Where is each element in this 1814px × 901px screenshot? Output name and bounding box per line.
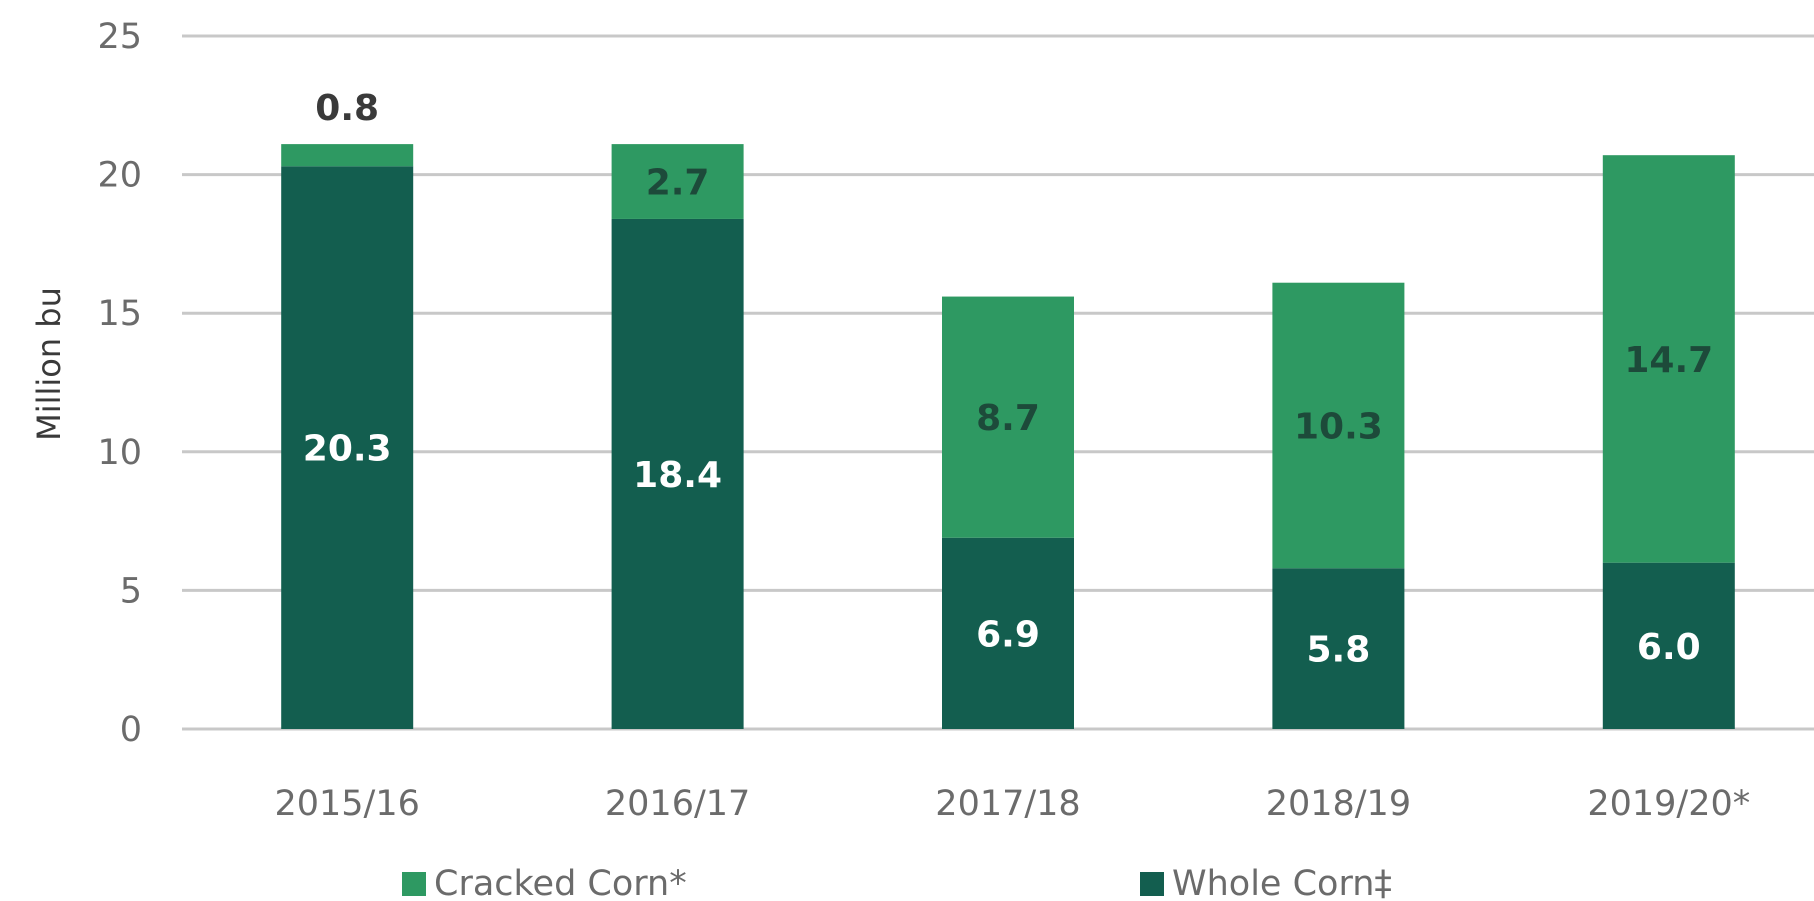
x-tick-label: 2019/20*: [1587, 784, 1750, 824]
x-axis-ticks: 2015/16 2016/17 2017/18 2018/19 2019/20*: [274, 784, 1750, 824]
y-tick-label: 15: [97, 294, 142, 334]
legend-swatch: [402, 872, 426, 896]
bar-segment: [281, 144, 414, 167]
x-tick-label: 2018/19: [1266, 784, 1411, 824]
data-label: 6.0: [1637, 627, 1701, 668]
legend-swatch: [1140, 872, 1164, 896]
bar-segment: [1602, 155, 1735, 563]
data-label: 8.7: [976, 398, 1040, 439]
legend: Cracked Corn* Whole Corn‡: [402, 864, 1392, 901]
bar-segment: [281, 166, 414, 729]
data-label: 6.9: [976, 614, 1040, 655]
y-tick-label: 10: [97, 433, 142, 473]
legend-label: Whole Corn‡: [1172, 864, 1392, 901]
y-tick-label: 0: [120, 710, 142, 750]
bar-segment: [1272, 282, 1405, 569]
bar-segment: [1272, 568, 1405, 729]
data-label: 20.3: [303, 429, 392, 470]
y-axis-title: Million bu: [30, 287, 68, 441]
legend-label: Cracked Corn*: [434, 864, 687, 901]
bar-segment: [942, 537, 1074, 729]
y-tick-label: 25: [97, 17, 142, 57]
data-label: 5.8: [1307, 630, 1371, 671]
data-label: 10.3: [1294, 406, 1383, 447]
data-label: 14.7: [1624, 340, 1713, 381]
x-tick-label: 2015/16: [274, 784, 419, 824]
bar-segment: [611, 144, 744, 219]
data-label: 2.7: [646, 163, 710, 204]
bar-segment: [942, 296, 1074, 538]
y-tick-label: 5: [120, 571, 142, 611]
data-label: 0.8: [315, 88, 379, 129]
bars: 20.3 0.8 18.4 2.7 6.9 8.7 5.8 10.3 6.0 14.7: [281, 88, 1735, 729]
bar-segment: [1602, 562, 1735, 729]
x-tick-label: 2017/18: [935, 784, 1080, 824]
data-label: 18.4: [633, 455, 722, 496]
bar-segment: [611, 218, 744, 729]
x-tick-label: 2016/17: [605, 784, 750, 824]
y-axis-ticks: 0 5 10 15 20 25: [97, 17, 142, 750]
y-tick-label: 20: [97, 156, 142, 196]
